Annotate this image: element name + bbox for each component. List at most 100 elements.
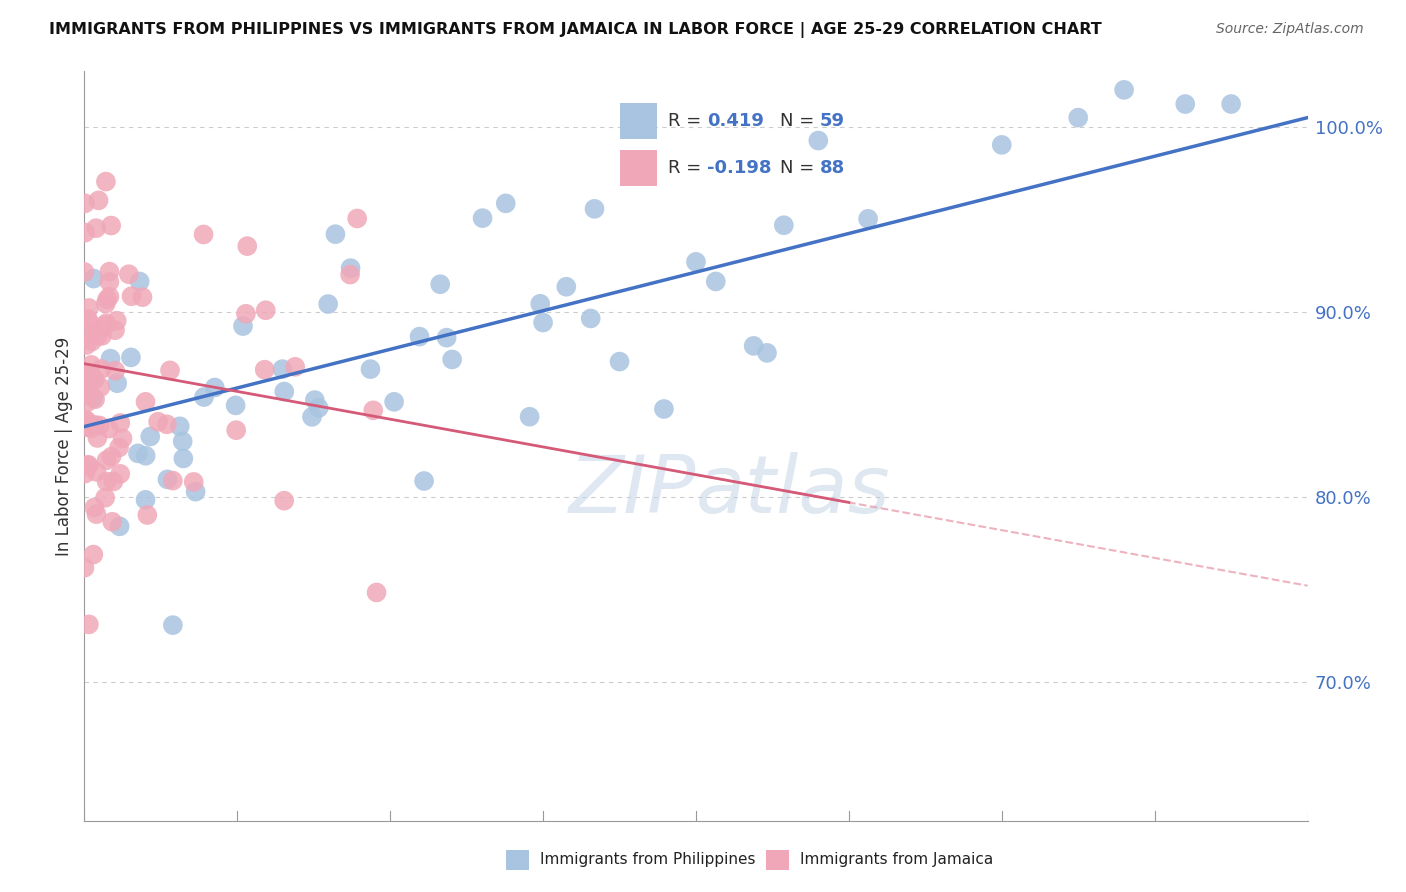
- Point: [408, 329, 430, 343]
- Point: [235, 307, 257, 321]
- Point: [75, 467, 97, 481]
- Point: [172, 451, 194, 466]
- Point: [79, 371, 101, 385]
- Text: Source: ZipAtlas.com: Source: ZipAtlas.com: [1216, 22, 1364, 37]
- Point: [134, 395, 156, 409]
- Point: [232, 319, 254, 334]
- Point: [110, 416, 132, 430]
- Point: [76, 311, 98, 326]
- Point: [80, 318, 103, 332]
- Point: [193, 227, 215, 242]
- Point: [273, 384, 295, 399]
- Point: [76, 377, 98, 392]
- Point: [339, 261, 361, 276]
- Point: [120, 351, 142, 365]
- Point: [94, 296, 117, 310]
- Point: [82, 371, 104, 385]
- Point: [495, 196, 517, 211]
- Text: R =: R =: [668, 112, 707, 130]
- Point: [131, 290, 153, 304]
- Point: [100, 351, 122, 366]
- Text: R =: R =: [668, 159, 707, 177]
- Text: Immigrants from Philippines: Immigrants from Philippines: [540, 853, 755, 867]
- Point: [76, 338, 98, 352]
- Point: [316, 297, 339, 311]
- Point: [89, 418, 111, 433]
- Text: 59: 59: [820, 112, 845, 130]
- Point: [121, 289, 143, 303]
- Point: [304, 392, 326, 407]
- Point: [76, 395, 98, 409]
- Text: -0.198: -0.198: [707, 159, 772, 177]
- Point: [583, 202, 606, 216]
- Point: [108, 441, 131, 455]
- Point: [807, 134, 830, 148]
- Point: [82, 548, 104, 562]
- Point: [77, 376, 100, 391]
- Point: [346, 211, 368, 226]
- Point: [84, 392, 107, 407]
- Point: [77, 617, 100, 632]
- Point: [193, 390, 215, 404]
- Point: [134, 492, 156, 507]
- Point: [1220, 97, 1243, 112]
- Point: [94, 175, 117, 189]
- Point: [80, 421, 103, 435]
- Bar: [620, 103, 657, 139]
- Point: [284, 359, 307, 374]
- Point: [77, 458, 100, 473]
- Point: [76, 370, 98, 384]
- Point: [83, 271, 105, 285]
- Point: [529, 297, 551, 311]
- Point: [111, 431, 134, 445]
- Point: [100, 450, 122, 464]
- Point: [73, 196, 96, 211]
- Point: [77, 387, 100, 401]
- Bar: [620, 150, 657, 186]
- Point: [156, 417, 179, 432]
- Point: [77, 458, 100, 472]
- Text: N =: N =: [780, 159, 820, 177]
- Point: [1114, 83, 1136, 97]
- Point: [90, 329, 112, 343]
- Point: [436, 331, 458, 345]
- Point: [86, 329, 108, 343]
- Point: [162, 618, 184, 632]
- Point: [80, 358, 103, 372]
- Point: [98, 265, 121, 279]
- Point: [98, 290, 121, 304]
- Point: [184, 484, 207, 499]
- Point: [136, 508, 159, 522]
- Point: [271, 362, 294, 376]
- Point: [772, 219, 794, 233]
- Point: [96, 316, 118, 330]
- Point: [96, 453, 118, 467]
- Point: [325, 227, 347, 242]
- Point: [156, 472, 179, 486]
- Y-axis label: In Labor Force | Age 25-29: In Labor Force | Age 25-29: [55, 336, 73, 556]
- Point: [104, 323, 127, 337]
- Point: [159, 363, 181, 377]
- Point: [361, 403, 384, 417]
- Point: [308, 401, 330, 415]
- Point: [103, 475, 125, 489]
- Point: [84, 372, 107, 386]
- Point: [94, 491, 117, 505]
- Point: [519, 409, 541, 424]
- Point: [73, 560, 96, 574]
- Point: [169, 419, 191, 434]
- Point: [366, 585, 388, 599]
- Text: ZIP: ZIP: [568, 452, 696, 530]
- Point: [86, 507, 108, 521]
- Point: [89, 380, 111, 394]
- Point: [183, 475, 205, 489]
- Point: [97, 421, 120, 435]
- Point: [609, 354, 631, 368]
- Point: [225, 423, 247, 437]
- Text: atlas: atlas: [696, 452, 891, 530]
- Point: [73, 377, 96, 392]
- Point: [236, 239, 259, 253]
- Point: [90, 362, 112, 376]
- Text: 88: 88: [820, 159, 845, 177]
- Point: [98, 275, 121, 289]
